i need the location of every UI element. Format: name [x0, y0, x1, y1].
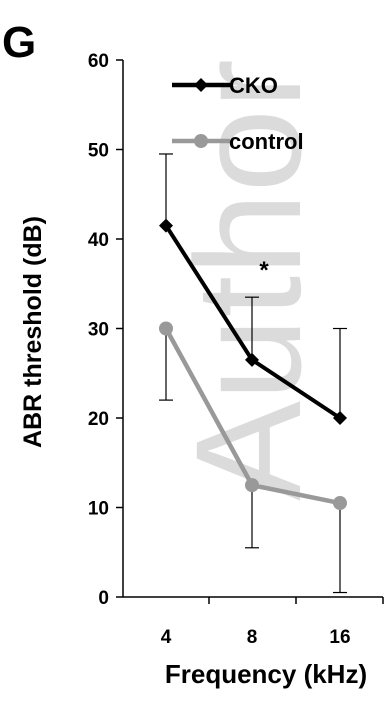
legend: CKO control — [172, 73, 304, 154]
y-tick-label: 40 — [88, 230, 109, 251]
legend-label: control — [229, 129, 304, 154]
y-tick-label: 50 — [88, 141, 109, 162]
x-tick-label: 16 — [329, 627, 350, 648]
data-point-diamond — [159, 218, 173, 233]
x-axis-title: Frequency (kHz) — [165, 659, 367, 689]
y-ticks: 0 10 20 30 40 50 60 — [88, 51, 123, 609]
data-point-diamond — [333, 411, 347, 425]
y-tick-label: 60 — [88, 51, 109, 72]
y-tick-label: 0 — [98, 588, 109, 609]
legend-item-control: control — [172, 129, 304, 154]
data-point-diamond — [245, 352, 259, 367]
legend-item-cko: CKO — [172, 73, 278, 98]
data-point-circle — [159, 321, 173, 336]
y-tick-label: 10 — [88, 499, 109, 520]
watermark-text: Author — [164, 59, 332, 501]
series-layer — [159, 153, 347, 594]
series-control — [159, 321, 347, 594]
significance-marker: * — [259, 257, 269, 284]
legend-label: CKO — [229, 73, 278, 98]
legend-swatch-circle — [194, 134, 208, 148]
watermark-layer: Author — [164, 59, 332, 501]
y-axis-title: ABR threshold (dB) — [19, 216, 47, 448]
annotation-layer: * — [259, 257, 269, 284]
data-point-circle — [245, 478, 259, 493]
x-tick-label: 8 — [247, 627, 258, 648]
legend-swatch-diamond — [194, 78, 208, 92]
x-ticks: 4 8 16 — [161, 597, 384, 648]
y-tick-label: 20 — [88, 409, 109, 430]
series-cko — [159, 153, 347, 425]
x-tick-label: 4 — [161, 627, 172, 648]
panel-label: G — [2, 18, 36, 67]
y-tick-label: 30 — [88, 320, 109, 341]
data-point-circle — [333, 496, 347, 511]
